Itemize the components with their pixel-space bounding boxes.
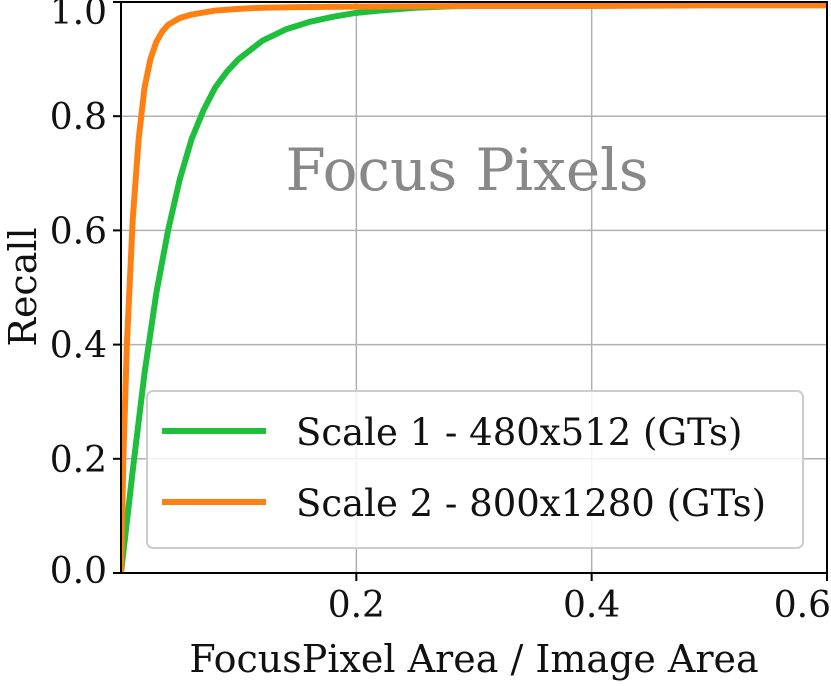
- legend: Scale 1 - 480x512 (GTs) Scale 2 - 800x12…: [146, 390, 804, 549]
- plot-frame: [120, 1, 828, 574]
- y-tick-label: 0.8: [50, 97, 107, 138]
- x-tick-label: 0.6: [774, 585, 831, 626]
- y-tick-label: 0.0: [50, 551, 107, 592]
- axis-ticks: 0.2 0.4 0.6 0.0 0.2 0.4 0.6 0.8 1.0: [50, 0, 831, 626]
- legend-label-scale-2: Scale 2 - 800x1280 (GTs): [296, 482, 766, 525]
- y-tick-label: 0.2: [50, 440, 107, 481]
- series-lines: [121, 2, 827, 573]
- y-axis-label: Recall: [1, 227, 45, 346]
- series-line-scale-2: [121, 2, 827, 573]
- focus-pixels-annotation: Focus Pixels: [286, 136, 649, 204]
- x-tick-label: 0.2: [328, 585, 385, 626]
- legend-label-scale-1: Scale 1 - 480x512 (GTs): [296, 411, 742, 454]
- legend-box: [146, 390, 804, 549]
- y-tick-label: 0.6: [50, 211, 107, 252]
- y-tick-label: 1.0: [50, 0, 107, 33]
- y-tick-label: 0.4: [50, 326, 107, 367]
- x-tick-label: 0.4: [563, 585, 620, 626]
- x-axis-label: FocusPixel Area / Image Area: [189, 637, 758, 681]
